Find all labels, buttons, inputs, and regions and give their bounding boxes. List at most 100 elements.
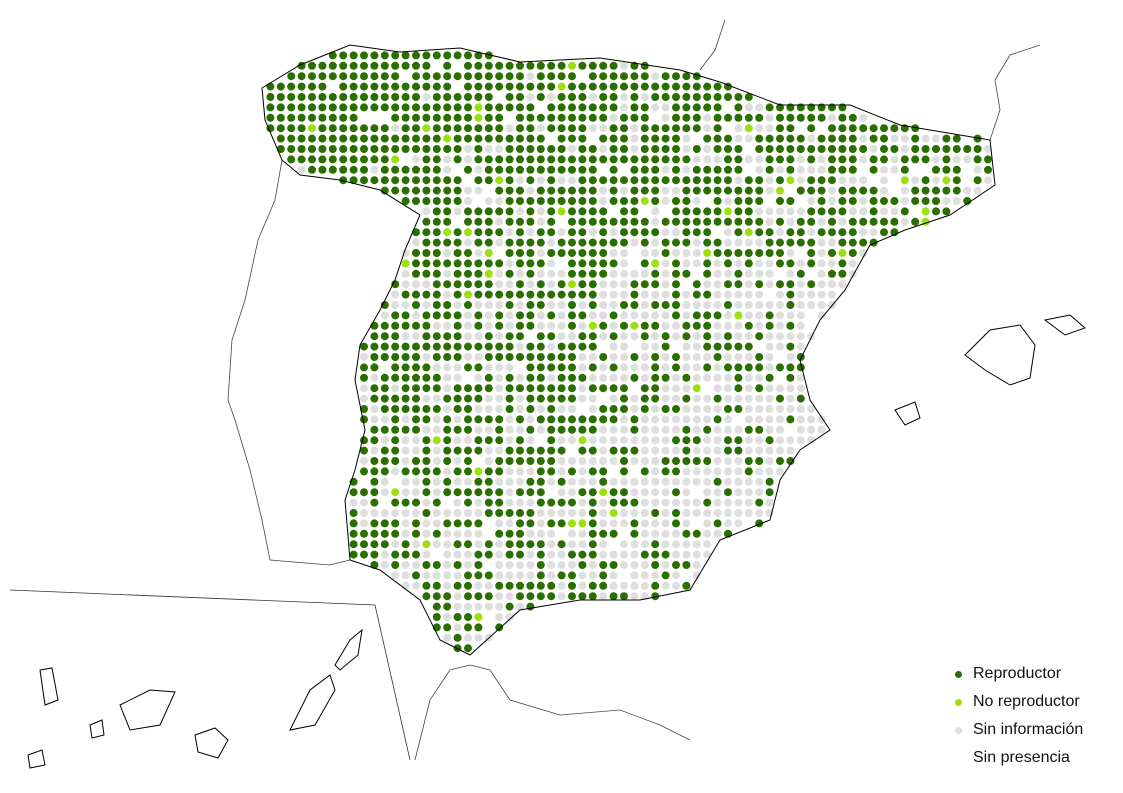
grid-dot	[370, 61, 379, 70]
grid-dot	[557, 363, 566, 372]
grid-dot	[630, 113, 639, 122]
grid-dot	[360, 540, 368, 549]
grid-dot	[734, 311, 743, 320]
grid-dot	[713, 425, 722, 434]
grid-dot	[568, 145, 576, 153]
grid-dot	[422, 592, 431, 601]
grid-dot	[620, 561, 628, 569]
grid-dot	[786, 457, 795, 465]
grid-dot	[484, 342, 493, 351]
grid-dot	[432, 425, 441, 434]
grid-dot	[744, 197, 753, 205]
grid-dot	[432, 228, 441, 237]
grid-dot	[276, 134, 285, 143]
grid-dot	[755, 301, 764, 309]
grid-dot	[651, 477, 660, 486]
grid-dot	[672, 176, 680, 185]
grid-dot	[432, 311, 441, 320]
grid-dot	[464, 592, 472, 601]
grid-dot	[453, 529, 462, 538]
grid-dot	[744, 113, 753, 122]
grid-dot	[765, 176, 774, 185]
grid-dot	[869, 134, 878, 143]
grid-dot	[609, 446, 618, 455]
grid-dot	[599, 155, 608, 164]
grid-dot	[391, 519, 400, 528]
grid-dot	[474, 363, 483, 372]
grid-dot	[661, 93, 670, 101]
grid-dot	[765, 405, 774, 413]
grid-dot	[422, 269, 431, 278]
grid-dot	[620, 113, 628, 122]
grid-dot	[734, 259, 743, 268]
grid-dot	[776, 124, 784, 133]
grid-dot	[672, 165, 680, 174]
grid-dot	[495, 269, 504, 278]
grid-dot	[412, 384, 420, 393]
grid-dot	[464, 415, 472, 424]
grid-dot	[620, 394, 628, 403]
grid-dot	[474, 269, 483, 278]
grid-dot	[495, 342, 504, 351]
grid-dot	[900, 165, 909, 174]
grid-dot	[765, 311, 774, 320]
grid-dot	[703, 457, 712, 465]
grid-dot	[796, 301, 805, 309]
grid-dot	[464, 228, 472, 237]
grid-dot	[391, 82, 400, 91]
grid-dot	[349, 61, 358, 70]
grid-dot	[443, 436, 452, 445]
grid-dot	[401, 321, 410, 330]
grid-dot	[713, 186, 722, 195]
grid-dot	[578, 342, 587, 351]
grid-dot	[609, 82, 618, 91]
grid-dot	[370, 488, 379, 497]
grid-dot	[807, 301, 816, 309]
grid-dot	[828, 197, 836, 205]
grid-dot	[443, 290, 452, 299]
grid-dot	[599, 113, 608, 122]
grid-dot	[474, 165, 483, 174]
grid-dot	[547, 301, 556, 309]
grid-dot	[474, 311, 483, 320]
grid-dot	[484, 571, 493, 580]
grid-dot	[443, 155, 452, 164]
grid-dot	[380, 155, 389, 164]
grid-dot	[526, 446, 535, 455]
grid-dot	[744, 124, 753, 133]
grid-dot	[391, 498, 400, 507]
grid-dot	[443, 353, 452, 361]
grid-dot	[776, 342, 784, 351]
grid-dot	[380, 373, 389, 382]
grid-dot	[505, 280, 514, 289]
grid-dot	[776, 207, 784, 216]
grid-dot	[786, 113, 795, 122]
grid-dot	[495, 384, 504, 393]
grid-dot	[360, 93, 368, 101]
grid-dot	[474, 145, 483, 153]
grid-dot	[464, 353, 472, 361]
grid-dot	[578, 134, 587, 143]
grid-dot	[536, 165, 545, 174]
grid-dot	[380, 529, 389, 538]
grid-dot	[724, 477, 732, 486]
grid-dot	[609, 332, 618, 341]
grid-dot	[443, 342, 452, 351]
grid-dot	[838, 259, 847, 268]
grid-dot	[620, 207, 628, 216]
grid-dot	[692, 311, 701, 320]
grid-dot	[672, 145, 680, 153]
grid-dot	[640, 425, 649, 434]
grid-dot	[724, 145, 732, 153]
grid-dot	[786, 290, 795, 299]
grid-dot	[516, 384, 524, 393]
grid-dot	[672, 259, 680, 268]
grid-dot	[682, 373, 691, 382]
grid-dot	[620, 519, 628, 528]
grid-dot	[599, 259, 608, 268]
grid-dot	[370, 519, 379, 528]
grid-dot	[443, 457, 452, 465]
grid-dot	[568, 363, 576, 372]
grid-dot	[640, 519, 649, 528]
grid-dot	[391, 186, 400, 195]
